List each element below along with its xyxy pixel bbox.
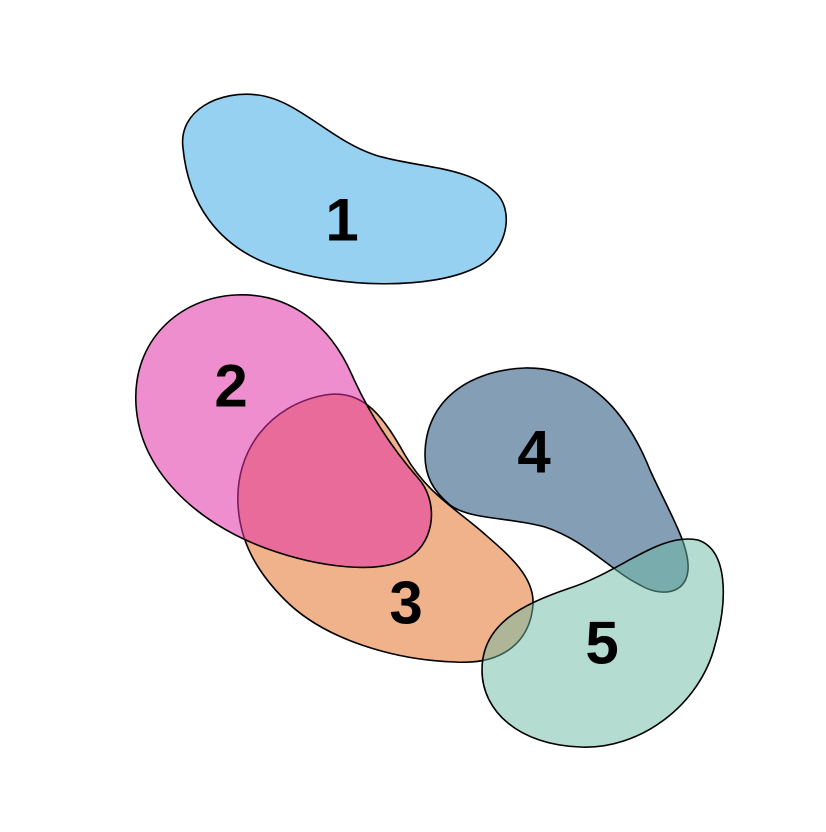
set-5-label: 5 (585, 610, 618, 677)
set-1-label: 1 (325, 187, 358, 254)
set-2-shape (135, 294, 433, 569)
set-3-label: 3 (389, 570, 422, 637)
set-4-label: 4 (517, 419, 551, 486)
set-5-shape (481, 538, 725, 748)
set-1-shape (181, 93, 507, 285)
set-2-label: 2 (214, 353, 247, 420)
